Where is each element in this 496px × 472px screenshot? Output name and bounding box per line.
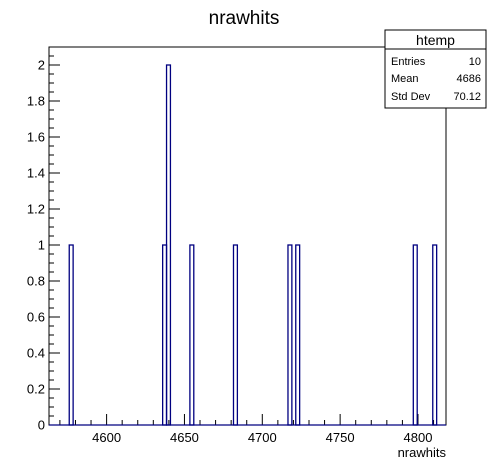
histogram-bin (189, 244, 195, 426)
y-tick-label: 0.4 (27, 346, 45, 361)
y-tick-label: 1.2 (27, 202, 45, 217)
histogram-bin (432, 244, 438, 426)
histogram-bin (412, 244, 418, 426)
y-tick-label: 0.2 (27, 382, 45, 397)
histogram-bin (295, 244, 301, 426)
chart-title: nrawhits (209, 8, 280, 29)
axes: 4600 4650 4700 4750 4800 0 0.2 0.4 0.6 0.8 1 1.2 1.4… (27, 46, 447, 445)
x-tick-label: 4650 (170, 430, 199, 445)
stats-mean-label: Mean (391, 73, 419, 85)
stats-mean-value: 4686 (457, 73, 481, 85)
histogram-bin (232, 244, 239, 426)
y-tick-label: 0.8 (27, 274, 45, 289)
x-tick-label: 4700 (248, 430, 277, 445)
y-tick-label: 0.6 (27, 310, 45, 325)
y-tick-label: 1.8 (27, 94, 45, 109)
stats-box: htemp Entries 10 Mean 4686 Std Dev 70.12 (384, 29, 487, 109)
stats-box-title: htemp (416, 32, 455, 48)
x-tick-label: 4800 (404, 430, 433, 445)
histogram-bin (165, 64, 172, 426)
stats-box-frame (384, 29, 487, 109)
stats-stddev-value: 70.12 (453, 91, 481, 103)
x-axis-label: nrawhits (398, 445, 447, 460)
histogram-bin (287, 244, 293, 426)
y-tick-label: 1 (38, 238, 45, 253)
y-tick-label: 1.6 (27, 130, 45, 145)
histogram-bars (49, 64, 446, 426)
stats-stddev-label: Std Dev (391, 91, 431, 103)
stats-entries-value: 10 (469, 56, 481, 68)
y-tick-label: 2 (38, 58, 45, 73)
stats-entries-label: Entries (391, 56, 426, 68)
y-tick-label: 1.4 (27, 166, 45, 181)
y-tick-label: 0 (38, 418, 45, 433)
x-tick-label: 4750 (326, 430, 355, 445)
histogram-bin (68, 244, 74, 426)
x-tick-label: 4600 (92, 430, 121, 445)
